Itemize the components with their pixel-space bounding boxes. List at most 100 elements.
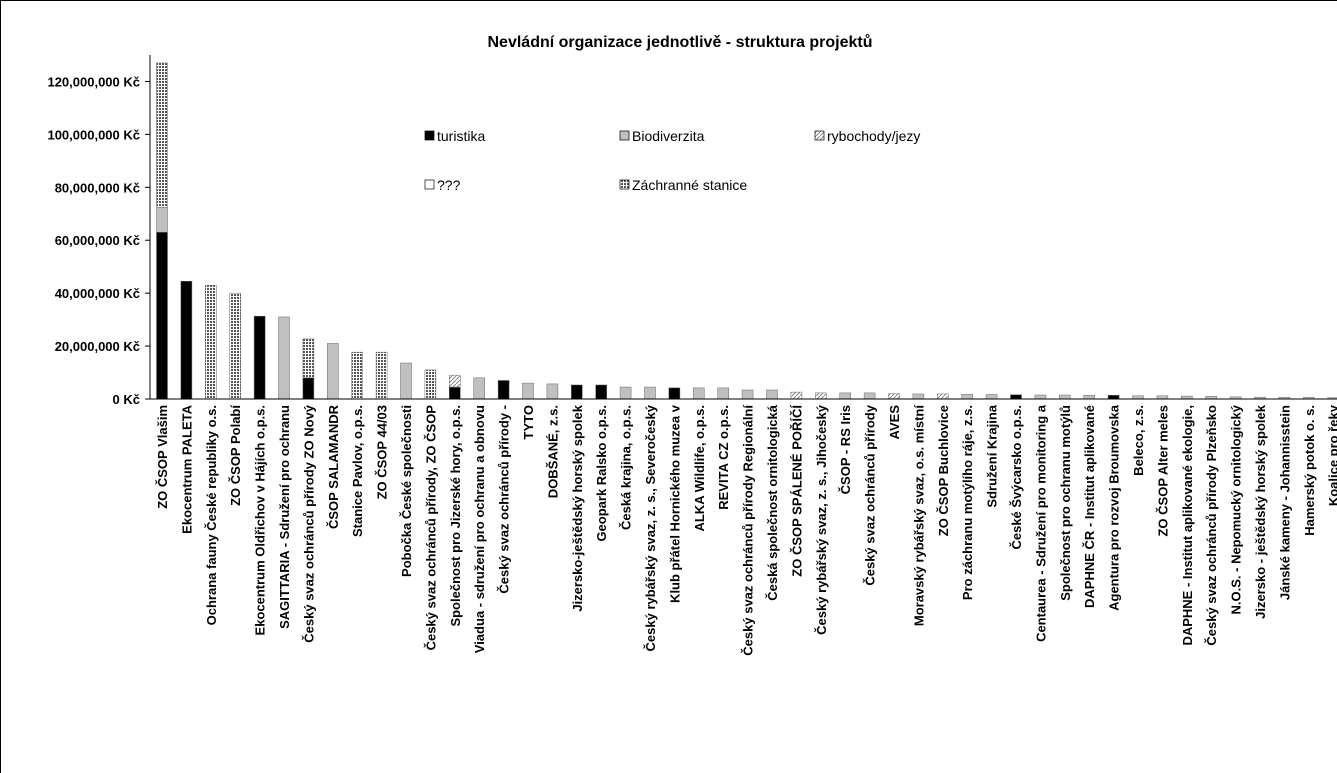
x-tick-label: Český svaz ochránců přírody ZO Nový bbox=[301, 404, 316, 642]
x-tick-label: REVITA CZ o.p.s. bbox=[716, 405, 731, 510]
legend-label: Záchranné stanice bbox=[632, 177, 747, 193]
bar-segment bbox=[1083, 395, 1095, 400]
x-tick-label: ZO ČSOP Vlašim bbox=[155, 405, 170, 509]
bar-segment bbox=[912, 393, 925, 400]
bar-segment bbox=[229, 292, 241, 400]
x-tick-label: Ochrana fauny České republiky o.s. bbox=[204, 405, 219, 625]
y-tick-label: 60,000,000 Kč bbox=[55, 233, 140, 248]
bar-segment bbox=[1010, 394, 1022, 400]
x-tick-label: Hamerský potok o. s. bbox=[1302, 405, 1317, 536]
legend-label: rybochody/jezy bbox=[827, 128, 920, 144]
x-tick-label: ZO ČSOP 44/03 bbox=[375, 405, 390, 499]
bar-segment bbox=[644, 386, 656, 400]
bar-segment bbox=[839, 392, 851, 400]
y-tick-label: 120,000,000 Kč bbox=[47, 74, 140, 89]
x-tick-label: Moravský rybářský svaz, o.s. místní bbox=[911, 405, 926, 627]
bar-segment bbox=[327, 343, 339, 400]
x-tick-label: Český svaz ochránců přírody Regionální bbox=[741, 405, 756, 656]
x-tick-label: Klub přátel Hornického muzea v bbox=[667, 404, 682, 603]
x-tick-label: Sdružení Krajina bbox=[985, 404, 1000, 507]
bar-segment bbox=[693, 387, 705, 400]
y-tick-label: 0 Kč bbox=[113, 392, 140, 407]
legend-label: turistika bbox=[437, 128, 485, 144]
legend-swatch bbox=[814, 130, 825, 141]
x-tick-label: AVES bbox=[887, 405, 902, 440]
bar-segment bbox=[741, 389, 754, 400]
y-tick-label: 20,000,000 Kč bbox=[55, 339, 140, 354]
bar-segment bbox=[375, 351, 388, 400]
x-tick-label: DAPHNE - Institut aplikované ekologie, bbox=[1180, 405, 1195, 646]
x-tick-label: Koalice pro řeky bbox=[1326, 404, 1337, 506]
bar-segment bbox=[424, 369, 437, 400]
x-tick-label: DAPHNE ČR - Institut aplikované bbox=[1082, 405, 1097, 608]
bar-segment bbox=[400, 362, 412, 400]
bar-segment bbox=[497, 380, 510, 400]
bar-segment bbox=[546, 383, 559, 400]
bar-segment bbox=[619, 386, 632, 400]
bar-segment bbox=[156, 62, 168, 208]
x-tick-label: Česká společnost ornitologická bbox=[765, 404, 780, 601]
bar-segment bbox=[302, 338, 315, 379]
y-tick-label: 80,000,000 Kč bbox=[55, 180, 140, 195]
x-tick-label: Jizersko-ještědský horský spolek bbox=[570, 404, 585, 611]
bar-segment bbox=[1107, 395, 1120, 400]
x-tick-label: DOBŠANÉ, z.s. bbox=[545, 405, 560, 498]
bar-segment bbox=[253, 315, 266, 400]
bar-segment bbox=[888, 393, 900, 400]
x-tick-label: Stanice Pavlov, o.p.s. bbox=[350, 405, 365, 537]
x-tick-label: Česká krajina, o.p.s. bbox=[619, 405, 634, 530]
x-tick-label: Český svaz ochránců přírody bbox=[863, 404, 878, 585]
x-tick-label: ČSOP SALAMANDR bbox=[326, 404, 341, 529]
bar-segment bbox=[156, 206, 168, 233]
legend-swatch bbox=[619, 179, 630, 190]
x-tick-label: TYTO bbox=[521, 405, 536, 439]
x-tick-label: Centaurea - Sdružení pro monitoring a bbox=[1033, 404, 1048, 642]
x-tick-label: Beleco, z.s. bbox=[1131, 405, 1146, 476]
x-tick-label: Geopark Ralsko o.p.s. bbox=[594, 405, 609, 542]
bar-segment bbox=[815, 392, 827, 400]
bar-segment bbox=[351, 351, 363, 400]
bar-segment bbox=[571, 384, 583, 400]
y-tick-label: 100,000,000 Kč bbox=[47, 127, 140, 142]
x-tick-label: Agentura pro rozvoj Broumovska bbox=[1107, 404, 1122, 611]
bar-segment bbox=[985, 394, 998, 400]
legend-label: Biodiverzita bbox=[632, 128, 705, 144]
bar-segment bbox=[595, 384, 607, 400]
x-tick-label: ZO ČSOP Alter meles bbox=[1155, 405, 1170, 537]
legend-label: ??? bbox=[437, 177, 461, 193]
bar-segment bbox=[717, 387, 729, 400]
x-tick-label: Viadua - sdružení pro ochranu a obnovu bbox=[472, 405, 487, 653]
x-tick-label: Společnost pro ochranu motýlů bbox=[1058, 405, 1073, 601]
bar-segment bbox=[449, 386, 461, 400]
x-tick-label: Jizersko - ještědský horský spolek bbox=[1253, 404, 1268, 619]
x-tick-label: ZO ČSOP Polabí bbox=[228, 405, 243, 506]
x-tick-label: České Švýcarsko o.p.s. bbox=[1009, 405, 1024, 550]
chart-title: Nevládní organizace jednotlivě - struktu… bbox=[488, 34, 873, 51]
x-tick-label: ČSOP - RS Iris bbox=[838, 405, 853, 494]
bar-segment bbox=[473, 377, 485, 400]
y-tick-label: 40,000,000 Kč bbox=[55, 286, 140, 301]
x-tick-label: Pro záchranu motýlího ráje, z.s. bbox=[960, 405, 975, 600]
bar-segment bbox=[961, 393, 973, 400]
bar-segment bbox=[790, 391, 803, 400]
x-tick-label: ALKA Wildlife, o.p.s. bbox=[692, 405, 707, 532]
legend-swatch bbox=[619, 130, 630, 141]
bar-segment bbox=[1059, 394, 1071, 400]
x-tick-label: Ekocentrum Oldřichov v Hájích o.p.s. bbox=[253, 405, 268, 635]
bar-segment bbox=[302, 377, 315, 400]
x-tick-label: SAGITTARIA - Sdružení pro ochranu bbox=[277, 405, 292, 629]
bar-segment bbox=[205, 284, 217, 400]
x-tick-label: Ekocentrum PALETA bbox=[179, 404, 194, 533]
legend-swatch bbox=[424, 130, 435, 141]
x-tick-label: Český svaz ochránců přírody Plzeňsko bbox=[1204, 405, 1219, 646]
x-tick-label: Jánské kameny - Johannisstein bbox=[1277, 405, 1292, 600]
x-tick-label: Pobočka České společnosti bbox=[399, 405, 414, 577]
bar-segment bbox=[863, 392, 876, 400]
bar-segment bbox=[278, 316, 290, 400]
bar-segment bbox=[449, 374, 461, 388]
bar-segment bbox=[1034, 394, 1047, 400]
x-tick-label: Společnost pro Jizerské hory, o.p.s. bbox=[448, 405, 463, 627]
